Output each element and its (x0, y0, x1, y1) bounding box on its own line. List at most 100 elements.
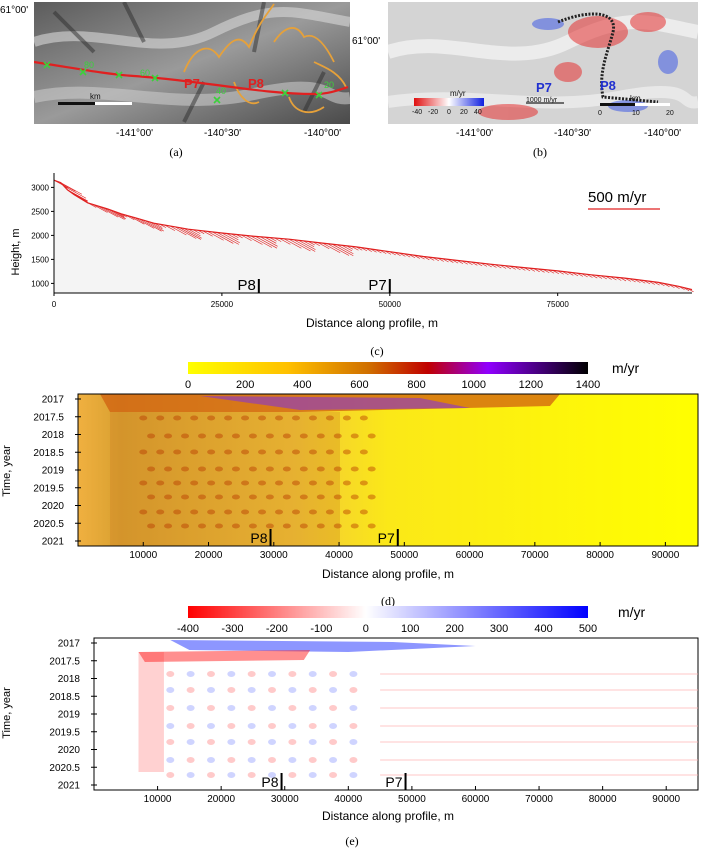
speed-colorbar-tick-label: 0 (185, 379, 191, 391)
acceleration-colorbar-tick-label: -200 (266, 623, 288, 635)
speed-heatmap-cell (359, 480, 368, 486)
speed-heatmap-cell (359, 509, 368, 515)
acceleration-heatmap-cell (288, 687, 297, 693)
speed-heatmap-cell (231, 433, 240, 439)
speed-heatmap-cell (333, 466, 342, 472)
acceleration-heatmap-cell (206, 687, 215, 693)
acceleration-heatmap-cell (186, 757, 195, 763)
speed-heatmap-cell (214, 494, 223, 500)
acceleration-colorbar-tick-label: 300 (490, 623, 508, 635)
profile-velocity-vector (255, 236, 278, 249)
speed-x-tick-label: 90000 (651, 550, 679, 561)
profile-velocity-vector (169, 225, 187, 236)
profile-velocity-vector (303, 240, 315, 248)
acceleration-heatmap-cell (166, 723, 175, 729)
speed-colorbar-tick-label: 1200 (519, 379, 543, 391)
panel-b-unit: m/yr (450, 89, 466, 98)
profile-velocity-vector (643, 280, 651, 285)
profile-velocity-vector (250, 235, 273, 248)
speed-heatmap-cell (173, 449, 182, 455)
profile-y-tick-label: 1500 (31, 255, 49, 264)
panel-a-lon-label: -140°30' (204, 128, 242, 139)
profile-velocity-vector (648, 280, 655, 285)
speed-heatmap-cell (248, 433, 257, 439)
acceleration-heatmap-cell (288, 723, 297, 729)
acceleration-heatmap-cell (268, 772, 277, 778)
speed-heatmap-cell (173, 509, 182, 515)
profile-velocity-vector (418, 255, 425, 260)
panel-a-marker-label: 40 (216, 86, 226, 96)
profile-velocity-vector (67, 189, 88, 202)
speed-heatmap-cell (248, 494, 257, 500)
caption-e: (e) (345, 834, 359, 848)
speed-heatmap-cell (156, 449, 165, 455)
speed-heatmap-cell (181, 494, 190, 500)
panel-a-lon-label: -141°00' (116, 128, 154, 139)
acceleration-heatmap-cell (247, 671, 256, 677)
acceleration-heatmap-cell (308, 739, 317, 745)
panel-b-lat-label: 61°00' (352, 36, 381, 47)
acceleration-x-tick-label: 20000 (207, 794, 235, 805)
panel-b-cb-tick: 40 (474, 109, 482, 116)
acceleration-heatmap-cell (308, 723, 317, 729)
acceleration-heatmap-cell (329, 705, 338, 711)
acceleration-x-tick-label: 70000 (525, 794, 553, 805)
acceleration-heatmap-cell (247, 739, 256, 745)
profile-chart: Height, m Distance along profile, m 500 … (10, 173, 694, 330)
profile-x-tick-label: 25000 (211, 300, 234, 309)
acceleration-colorbar (188, 606, 588, 618)
panel-a-km-markers (43, 61, 323, 104)
acceleration-y-tick-label: 2018.5 (49, 692, 80, 703)
speed-heatmap-cell (241, 415, 250, 421)
speed-heatmap-cell (214, 433, 223, 439)
speed-heatmap-cell (139, 509, 148, 515)
acceleration-heatmap-cell (166, 757, 175, 763)
speed-heatmap-cell (350, 523, 359, 529)
acceleration-y-tick-label: 2019.5 (49, 727, 80, 738)
profile-velocity-vector (595, 274, 603, 279)
speed-heatmap-cell (333, 523, 342, 529)
speed-heatmap-cell (139, 480, 148, 486)
acceleration-colorbar-tick-label: -100 (310, 623, 332, 635)
acceleration-heatmap-streak (380, 741, 698, 743)
profile-velocity-vector (139, 218, 162, 232)
speed-heatmap-cell (265, 466, 274, 472)
acceleration-marker-label: P7 (385, 774, 402, 790)
speed-heatmap-cell (359, 449, 368, 455)
acceleration-heatmap-cell (349, 705, 358, 711)
profile-velocity-vector (317, 242, 330, 250)
speed-heatmap-cell (291, 415, 300, 421)
acceleration-colorbar-tick-label: 400 (534, 623, 552, 635)
acceleration-heatmap-cell (206, 723, 215, 729)
panel-b-scale-tick: 20 (666, 110, 674, 117)
profile-velocity-vector (236, 234, 243, 239)
panel-b-lon-label: -140°30' (554, 128, 592, 139)
speed-heatmap-cell (241, 449, 250, 455)
profile-marker-label: P8 (237, 277, 255, 294)
acceleration-heatmap-cell (247, 757, 256, 763)
profile-velocity-vector (221, 232, 240, 244)
speed-heatmap-cell (342, 509, 351, 515)
speed-colorbar-tick-label: 200 (236, 379, 254, 391)
acceleration-heatmap-cell (166, 687, 175, 693)
profile-velocity-vector (231, 233, 239, 239)
profile-velocity-vector (639, 279, 646, 284)
panel-a: 61°00' 80 60 40 20 P7 P8 km -141°00' -14… (0, 2, 350, 140)
profile-velocity-vector (447, 258, 454, 263)
profile-velocity-vector (682, 287, 690, 291)
profile-velocity-vector (437, 257, 444, 262)
speed-x-tick-label: 70000 (521, 550, 549, 561)
speed-heatmap-cell (316, 466, 325, 472)
speed-x-tick-label: 20000 (195, 550, 223, 561)
profile-velocity-vector (384, 250, 392, 255)
profile-velocity-vector (432, 257, 440, 262)
speed-heatmap-cell (299, 494, 308, 500)
profile-velocity-vector (346, 245, 354, 250)
speed-heatmap-cell (241, 509, 250, 515)
profile-velocity-vector (504, 265, 512, 270)
speed-heatmap-cell (190, 415, 199, 421)
speed-colorbar-unit: m/yr (612, 360, 640, 376)
profile-velocity-vector (581, 273, 588, 278)
profile-velocity-vector (327, 243, 350, 256)
profile-x-tick-label: 50000 (379, 300, 402, 309)
